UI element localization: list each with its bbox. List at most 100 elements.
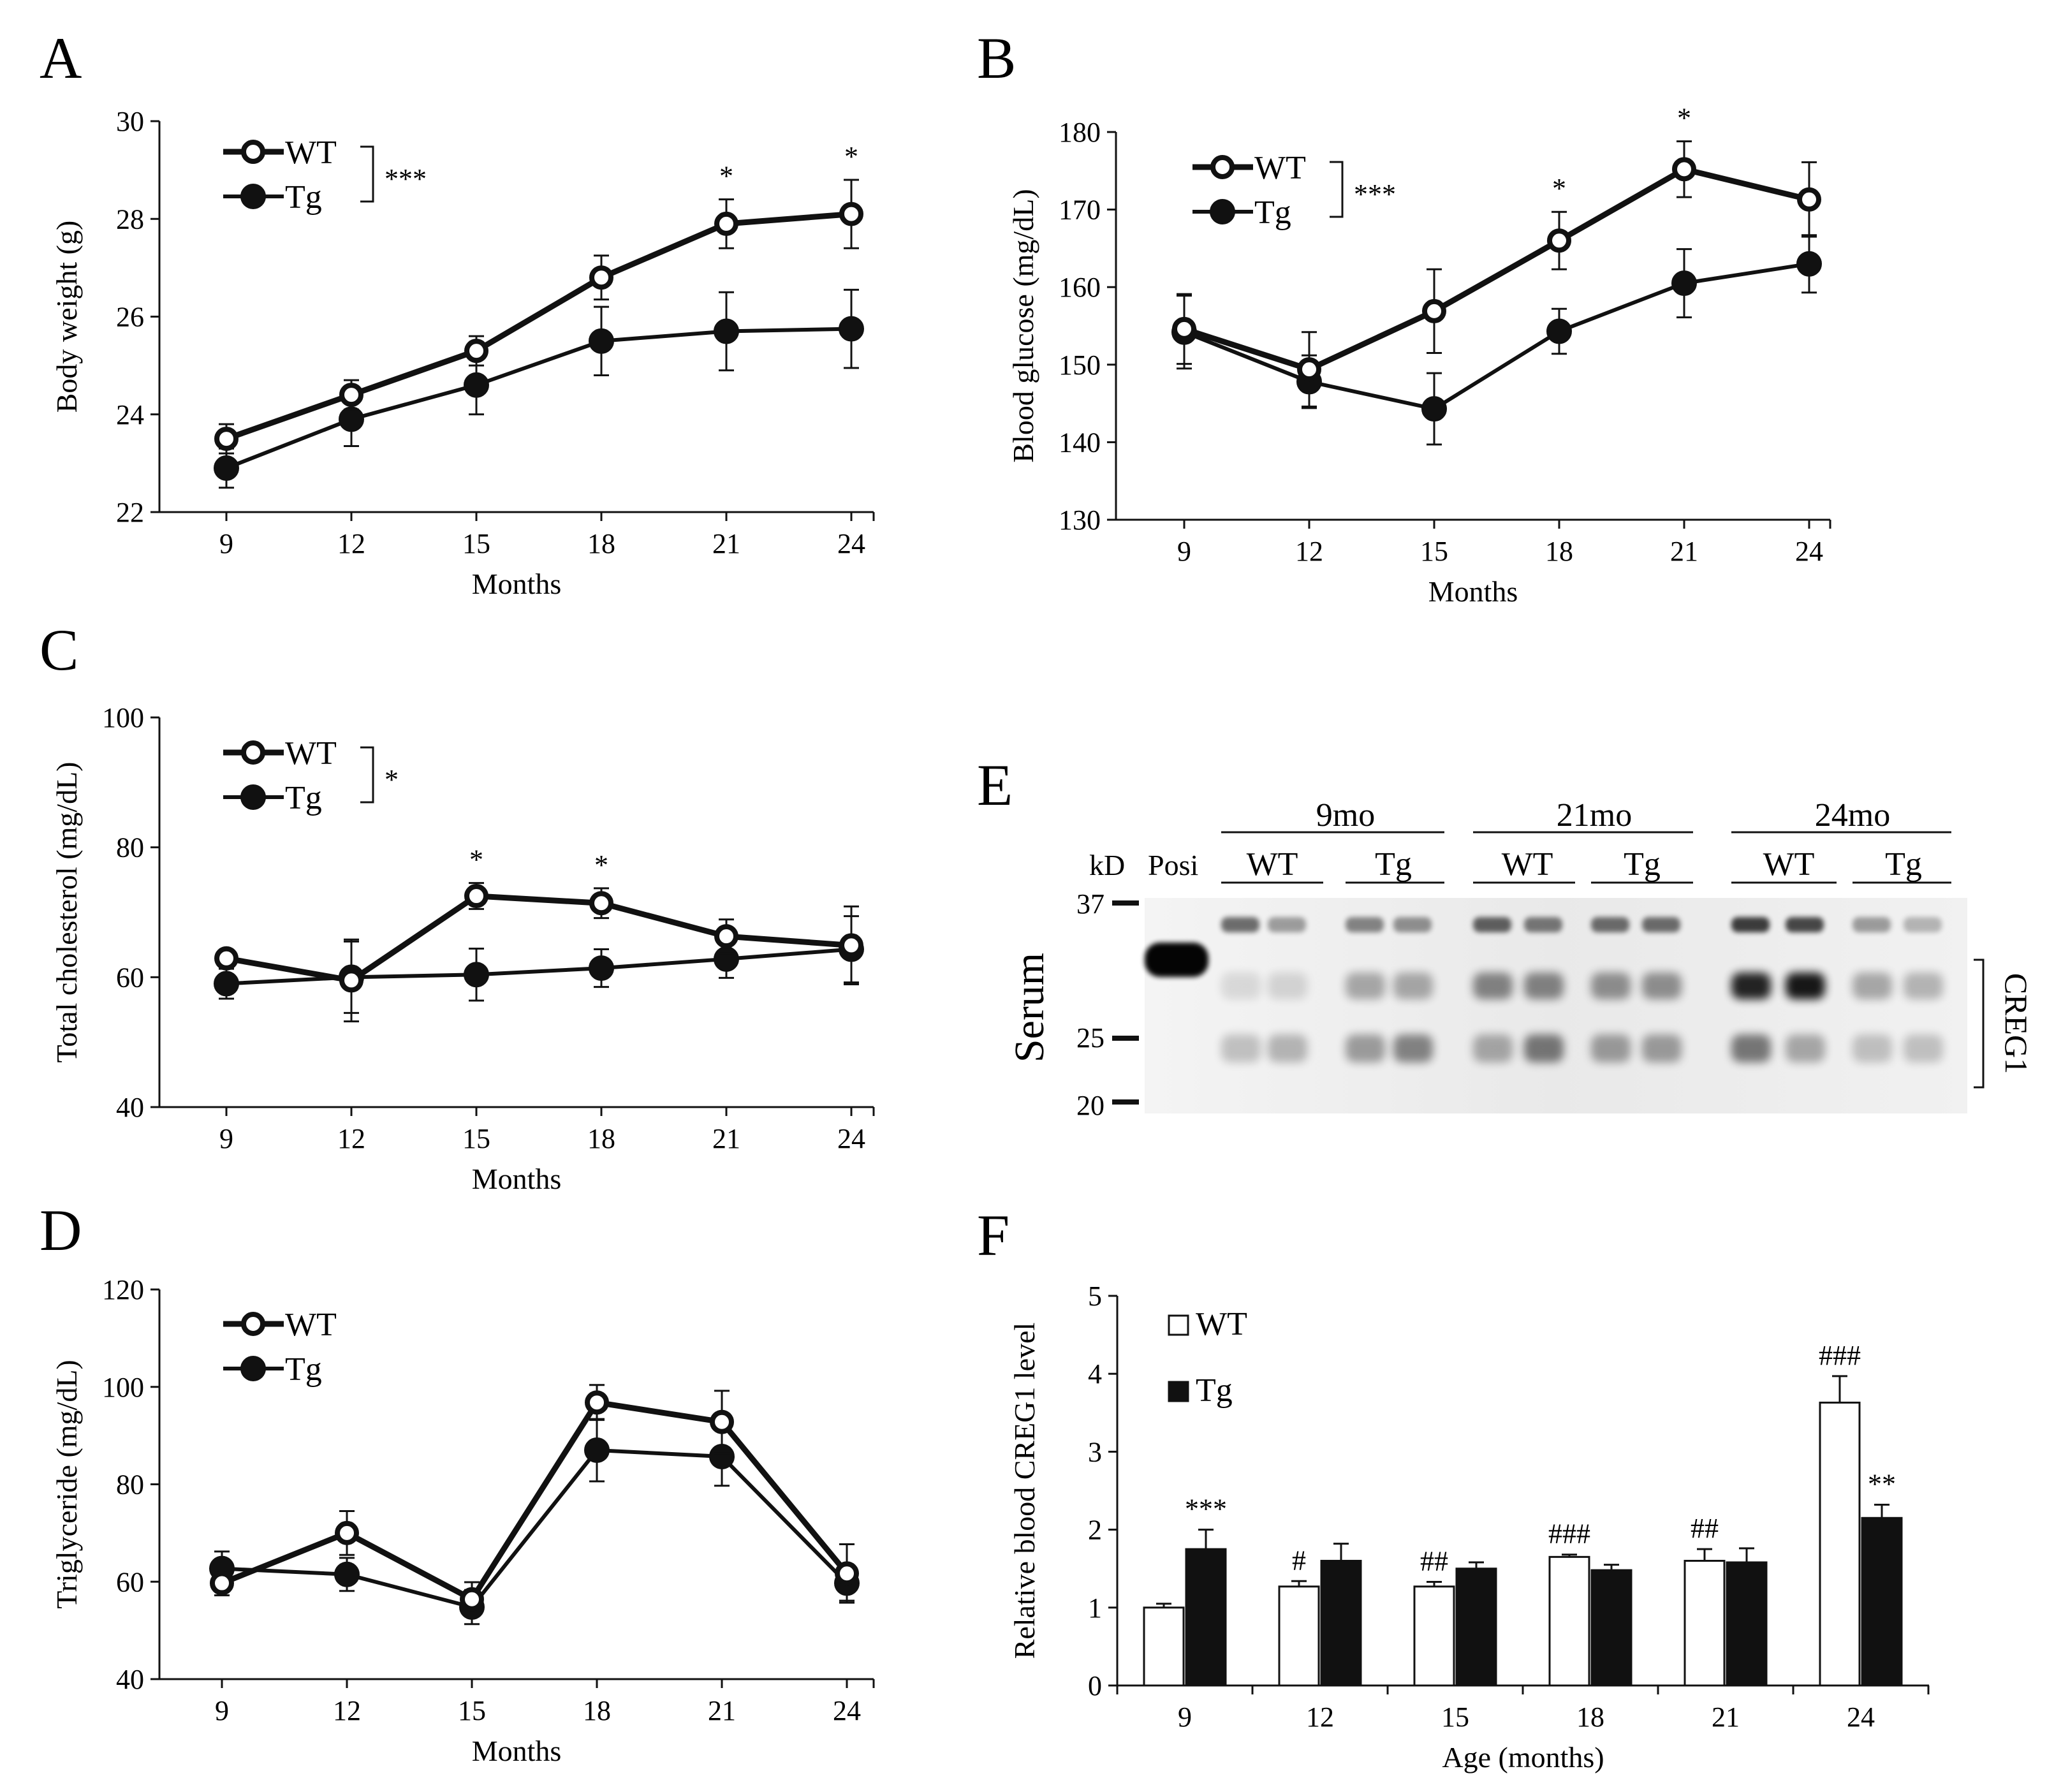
chart-f-ylabel: Relative blood CREG1 level [1008,1323,1041,1659]
chart-c-xtick-label-9: 9 [219,1123,233,1154]
chart-c-wt-point-18 [589,891,613,916]
chart-b-ytick-label-140: 140 [1059,427,1101,458]
chart-b-ytick-label-170: 170 [1059,195,1101,226]
panel-label-b: B [977,26,1016,91]
chart-c-xtick-label-15: 15 [462,1123,490,1154]
blot-band-low-lane-8 [1642,1034,1682,1062]
chart-f-wt-bar-21 [1684,1559,1726,1687]
chart-d-xlabel: Months [472,1735,562,1767]
blot-band-low-lane-10 [1786,1034,1825,1062]
marker-20-label: 20 [1076,1090,1104,1121]
chart-d-legend-tg-marker [240,1356,266,1381]
blot-band-mid-lane-3 [1346,973,1385,999]
blot-band-top-lane-9 [1731,917,1770,932]
chart-f-wt-bar-9 [1143,1606,1185,1687]
chart-a-xtick-label-18: 18 [587,528,615,559]
chart-b-wt-point-24 [1797,187,1821,212]
panel-label-e: E [977,753,1013,818]
western-blot-panel: Serum kD Posi 37 25 20 9mo 21mo 24mo WT … [1006,797,2034,1121]
blot-band-mid-lane-9 [1731,973,1771,999]
chart-a-wt-line [225,211,852,442]
chart-c-wt-sig-18: * [594,849,608,881]
chart-f-xtick-label-12: 12 [1306,1701,1334,1733]
chart-f-legend-tg-swatch [1168,1381,1189,1402]
marker-37-dash [1112,900,1139,906]
chart-d-triglyceride: 40 60 80 100 120 9 12 15 18 21 24 Months Triglycerid… [50,1274,875,1767]
chart-a-xtick-label-21: 21 [712,528,740,559]
chart-f-legend-wt-swatch [1168,1314,1189,1336]
blot-band-mid-lane-7 [1591,973,1631,999]
chart-d-legend-wt-label: WT [285,1307,337,1343]
chart-c-ytick-label-40: 40 [116,1092,144,1123]
blot-band-mid-lane-2 [1268,973,1307,999]
chart-d-legend-tg-label: Tg [285,1351,322,1388]
chart-b-xtick-label-24: 24 [1795,536,1823,567]
chart-f-xtick-label-18: 18 [1576,1701,1604,1733]
chart-a-xtick-label-24: 24 [837,528,865,559]
chart-f-xlabel: Age (months) [1442,1741,1604,1774]
chart-c-ytick-label-60: 60 [116,962,144,993]
chart-c-wt-point-9 [214,946,238,971]
chart-c-xtick-label-24: 24 [837,1123,865,1154]
chart-f-tg-sig-24: ** [1868,1468,1896,1499]
blot-band-mid-lane-12 [1904,973,1943,999]
chart-c-wt-point-15 [464,884,488,909]
chart-a-xtick-label-9: 9 [219,528,233,559]
blot-band-top-lane-7 [1591,917,1629,932]
chart-c-xtick-label-12: 12 [337,1123,365,1154]
chart-f-tg-bar-18 [1590,1569,1632,1687]
chart-f-ytick-label-1: 1 [1088,1592,1102,1624]
chart-a-xlabel: Months [472,568,562,600]
chart-f-xtick-label-9: 9 [1178,1701,1192,1733]
blot-band-low-lane-12 [1904,1034,1943,1062]
blot-band-mid-lane-10 [1786,973,1825,999]
chart-d-ytick-label-60: 60 [116,1566,144,1597]
blot-band-mid-lane-5 [1473,973,1513,999]
chart-a-tg-line [225,327,852,470]
chart-a-tg-point-15 [464,372,489,398]
chart-a-legend-tg-label: Tg [285,179,322,216]
chart-c-ytick-label-80: 80 [116,832,144,863]
chart-c-legend-bracket [360,746,374,804]
chart-c-tg-point-15 [464,962,489,988]
blot-band-low-lane-6 [1524,1034,1564,1062]
chart-f-wt-bar-15 [1413,1585,1455,1687]
chart-f-wt-bar-24 [1819,1401,1861,1687]
chart-c-wt-point-24 [839,933,863,958]
panel-label-d: D [40,1198,82,1263]
panel-label-a: A [40,26,82,91]
chart-b-wt-point-9 [1172,316,1196,341]
chart-c-wt-point-21 [714,924,738,949]
blot-band-top-lane-2 [1268,917,1306,932]
chart-b-wt-sig-18: * [1552,173,1566,204]
blot-band-top-lane-5 [1473,917,1511,932]
blot-band-top-lane-4 [1393,917,1432,932]
blot-band-top-lane-12 [1904,917,1942,932]
chart-d-wt-point-9 [210,1571,234,1596]
chart-b-xtick-label-9: 9 [1177,536,1191,567]
chart-f-ytick-label-2: 2 [1088,1515,1102,1546]
marker-25-dash [1112,1036,1139,1041]
blot-band-top-lane-3 [1346,917,1384,932]
sub-24mo-tg: Tg [1885,846,1922,883]
blot-band-top-lane-8 [1642,917,1680,932]
chart-d-wt-point-12 [335,1520,359,1545]
chart-d-tg-point-12 [334,1561,360,1587]
chart-b-xtick-label-18: 18 [1545,536,1573,567]
chart-f-wt-sig-24: ### [1819,1340,1861,1371]
chart-b-tg-point-15 [1421,396,1447,422]
blot-band-top-lane-11 [1853,917,1891,932]
blot-band-low-lane-5 [1473,1034,1513,1062]
chart-f-xtick-label-21: 21 [1712,1701,1740,1733]
chart-a-wt-point-12 [339,383,363,408]
blot-band-low-lane-7 [1591,1034,1631,1062]
chart-c-ytick-label-100: 100 [102,702,144,733]
chart-c-tg-line [226,947,852,986]
chart-a-wt-point-9 [214,427,238,452]
chart-c-xtick-label-18: 18 [587,1123,615,1154]
chart-f-tg-bar-24 [1861,1517,1903,1687]
chart-f-wt-bar-18 [1548,1555,1590,1687]
blot-band-mid-lane-6 [1524,973,1564,999]
